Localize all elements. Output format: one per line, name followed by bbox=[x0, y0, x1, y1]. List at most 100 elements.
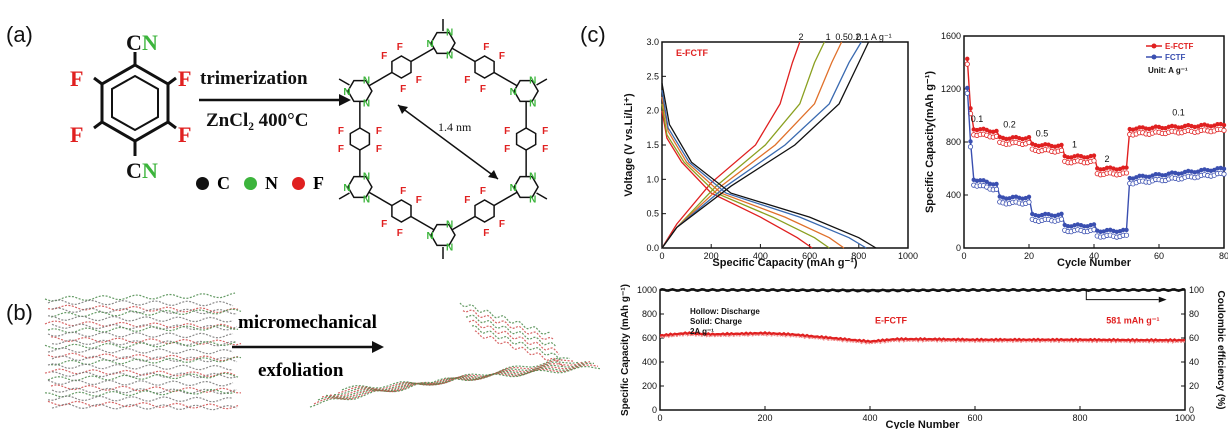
rate-point-FCTF bbox=[1169, 170, 1175, 175]
y-axis-label: Specific Capacity (mAh g⁻¹) bbox=[620, 284, 631, 416]
panel-label-c: (c) bbox=[580, 22, 606, 47]
layer-sheet bbox=[317, 361, 579, 401]
rate-point-FCTF bbox=[1137, 173, 1142, 179]
end-capacity-label: 581 mAh g⁻¹ bbox=[1106, 316, 1159, 326]
capacity-discharge-line bbox=[659, 333, 1186, 345]
layer-sheet bbox=[462, 309, 554, 341]
rate-step-label: 0.1 bbox=[1172, 108, 1185, 118]
fluorine-label: F bbox=[338, 126, 344, 137]
rate-step-label: 0.2 bbox=[1003, 119, 1016, 129]
layer-sheet bbox=[50, 336, 242, 346]
rate-point-FCTF bbox=[1020, 196, 1025, 201]
legend-unit: Unit: A g⁻¹ bbox=[1148, 66, 1188, 75]
y-tick-label: 1600 bbox=[941, 31, 961, 41]
y-tick-label: 800 bbox=[946, 137, 961, 147]
voltage-curve-discharge bbox=[661, 89, 867, 249]
rate-point-E-FCTF bbox=[1026, 135, 1032, 140]
fluorine-label: F bbox=[480, 84, 486, 95]
atom-c-top: C bbox=[126, 30, 142, 55]
layer-sheet bbox=[51, 403, 238, 411]
y2-tick-label: 60 bbox=[1189, 333, 1199, 343]
rate-line-E-FCTF bbox=[966, 58, 1225, 171]
layer-sheet bbox=[47, 379, 234, 387]
fluorine-label: F bbox=[397, 42, 403, 53]
nitrogen-label: N bbox=[446, 50, 453, 61]
y-tick-label: 0 bbox=[956, 243, 961, 253]
rate-point-FCTF bbox=[1121, 227, 1126, 233]
x-axis-label: Specific Capacity (mAh g⁻¹) bbox=[712, 257, 858, 269]
stacked-layers-image bbox=[44, 292, 242, 411]
legend-dot-c bbox=[196, 177, 209, 190]
arrow-label-top: trimerization bbox=[200, 68, 308, 89]
rate-point-FCTF bbox=[1049, 213, 1054, 218]
layer-sheet bbox=[44, 320, 236, 330]
legend-marker-e-fctf bbox=[1151, 43, 1157, 49]
svg-text:F: F bbox=[70, 66, 83, 91]
svg-text:F: F bbox=[178, 66, 191, 91]
rate-point-FCTF bbox=[1104, 227, 1110, 233]
nitrogen-label: N bbox=[343, 183, 350, 194]
rate-point-E-FCTF bbox=[1153, 124, 1158, 129]
rate-point-FCTF bbox=[974, 178, 980, 183]
rate-point-FCTF bbox=[1212, 167, 1217, 173]
rate-point-hollow bbox=[1091, 158, 1097, 164]
rate-point-FCTF bbox=[978, 178, 983, 183]
rate-label: 0.5 bbox=[835, 32, 848, 42]
nitrogen-label: N bbox=[363, 76, 370, 87]
fluorine-label: F bbox=[400, 84, 406, 95]
rate-label: 2 bbox=[799, 32, 804, 42]
rate-point-E-FCTF bbox=[1010, 135, 1015, 140]
rate-point-FCTF bbox=[1195, 169, 1201, 174]
rate-label: 0.1 A g⁻¹ bbox=[856, 32, 891, 42]
layer-sheet bbox=[465, 314, 557, 348]
x-tick-label: 400 bbox=[753, 251, 768, 261]
rate-point-FCTF bbox=[1098, 229, 1103, 234]
nitrogen-label: N bbox=[343, 87, 350, 98]
fluorine-label: F bbox=[397, 228, 403, 239]
legend-marker-fctf bbox=[1151, 54, 1157, 60]
atom-n-top: N bbox=[142, 30, 158, 55]
rate-point-hollow bbox=[967, 144, 974, 150]
arrowhead bbox=[398, 105, 408, 114]
fluorine-label: F bbox=[504, 126, 510, 137]
rate-point-FCTF bbox=[1153, 171, 1158, 177]
nitrogen-label: N bbox=[529, 98, 536, 109]
y-tick-label: 1200 bbox=[941, 84, 961, 94]
legend-dot-f bbox=[292, 177, 305, 190]
layer-sheet bbox=[44, 388, 236, 398]
series-label: E-FCTF bbox=[875, 316, 907, 326]
y-tick-label: 2.5 bbox=[646, 71, 659, 81]
nitrogen-label: N bbox=[363, 98, 370, 109]
layer-sheet bbox=[47, 395, 234, 403]
exfoliation-arrow bbox=[232, 341, 384, 353]
layer-sheet bbox=[50, 384, 242, 394]
rate-point-E-FCTF bbox=[1169, 123, 1175, 129]
y2-tick-label: 20 bbox=[1189, 381, 1199, 391]
arrowhead bbox=[488, 170, 498, 179]
nitrogen-label: N bbox=[510, 87, 517, 98]
rate-point-FCTF bbox=[1143, 174, 1149, 179]
exfoliated-layers-image bbox=[309, 302, 600, 408]
x-tick-label: 1000 bbox=[1175, 413, 1195, 423]
y-tick-label: 1.5 bbox=[646, 140, 659, 150]
x-tick-label: 20 bbox=[1024, 251, 1034, 261]
fluorine-label: F bbox=[376, 126, 382, 137]
svg-text:F: F bbox=[178, 122, 191, 147]
rate-label: 0.2 bbox=[848, 32, 861, 42]
layer-sheet bbox=[47, 304, 239, 314]
layer-sheet bbox=[459, 302, 551, 335]
rate-point-E-FCTF bbox=[1098, 167, 1103, 172]
rate-point-E-FCTF bbox=[994, 128, 999, 134]
rate-point-FCTF bbox=[991, 182, 996, 187]
rate-point-FCTF bbox=[1205, 168, 1210, 173]
triazine-ring bbox=[513, 175, 539, 199]
voltage-curve-discharge bbox=[661, 110, 813, 249]
rate-point-E-FCTF bbox=[984, 127, 989, 133]
x-tick-label: 0 bbox=[659, 251, 664, 261]
fluorine-label: F bbox=[400, 186, 406, 197]
rate-point-FCTF bbox=[1026, 194, 1032, 200]
voltage-curve-charge bbox=[661, 41, 870, 249]
legend-note: Hollow: Discharge bbox=[690, 307, 760, 316]
fluorine-label: F bbox=[542, 126, 548, 137]
nitrogen-label: N bbox=[510, 183, 517, 194]
